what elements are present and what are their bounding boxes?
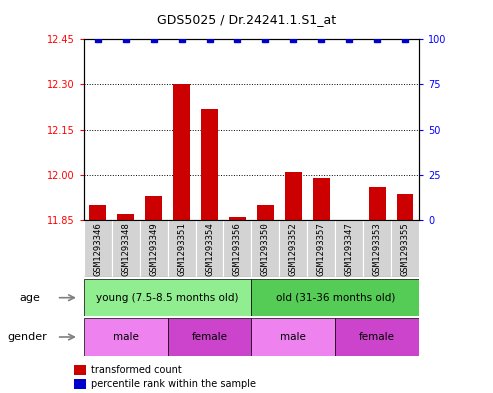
Bar: [117, 214, 134, 220]
Text: female: female: [359, 332, 395, 342]
Bar: [251, 220, 280, 277]
Bar: [307, 220, 335, 277]
Bar: [196, 220, 223, 277]
Bar: [140, 220, 168, 277]
Bar: [89, 205, 106, 220]
Bar: [335, 220, 363, 277]
Bar: [168, 318, 251, 356]
Text: GSM1293347: GSM1293347: [345, 222, 353, 275]
Bar: [229, 217, 246, 220]
Text: male: male: [113, 332, 139, 342]
Text: female: female: [191, 332, 228, 342]
Bar: [74, 365, 86, 375]
Text: male: male: [281, 332, 306, 342]
Bar: [201, 108, 218, 220]
Text: age: age: [20, 293, 40, 303]
Text: GSM1293350: GSM1293350: [261, 222, 270, 275]
Bar: [145, 196, 162, 220]
Text: GSM1293357: GSM1293357: [317, 222, 326, 275]
Bar: [84, 279, 251, 316]
Bar: [168, 220, 196, 277]
Text: GSM1293356: GSM1293356: [233, 222, 242, 275]
Bar: [280, 220, 307, 277]
Bar: [257, 205, 274, 220]
Bar: [223, 220, 251, 277]
Text: GDS5025 / Dr.24241.1.S1_at: GDS5025 / Dr.24241.1.S1_at: [157, 13, 336, 26]
Text: gender: gender: [7, 332, 47, 342]
Text: GSM1293355: GSM1293355: [401, 222, 410, 275]
Bar: [391, 220, 419, 277]
Bar: [251, 279, 419, 316]
Bar: [84, 318, 168, 356]
Bar: [84, 220, 112, 277]
Text: GSM1293354: GSM1293354: [205, 222, 214, 275]
Text: GSM1293352: GSM1293352: [289, 222, 298, 275]
Text: transformed count: transformed count: [91, 365, 182, 375]
Bar: [369, 187, 386, 220]
Bar: [173, 84, 190, 220]
Bar: [335, 318, 419, 356]
Text: GSM1293348: GSM1293348: [121, 222, 130, 275]
Bar: [285, 172, 302, 220]
Text: percentile rank within the sample: percentile rank within the sample: [91, 379, 256, 389]
Bar: [112, 220, 140, 277]
Bar: [397, 195, 414, 220]
Bar: [251, 318, 335, 356]
Text: GSM1293349: GSM1293349: [149, 222, 158, 275]
Text: GSM1293351: GSM1293351: [177, 222, 186, 275]
Text: GSM1293346: GSM1293346: [93, 222, 102, 275]
Bar: [363, 220, 391, 277]
Text: old (31-36 months old): old (31-36 months old): [276, 293, 395, 303]
Text: GSM1293353: GSM1293353: [373, 222, 382, 275]
Text: young (7.5-8.5 months old): young (7.5-8.5 months old): [96, 293, 239, 303]
Bar: [74, 379, 86, 389]
Bar: [313, 178, 330, 220]
